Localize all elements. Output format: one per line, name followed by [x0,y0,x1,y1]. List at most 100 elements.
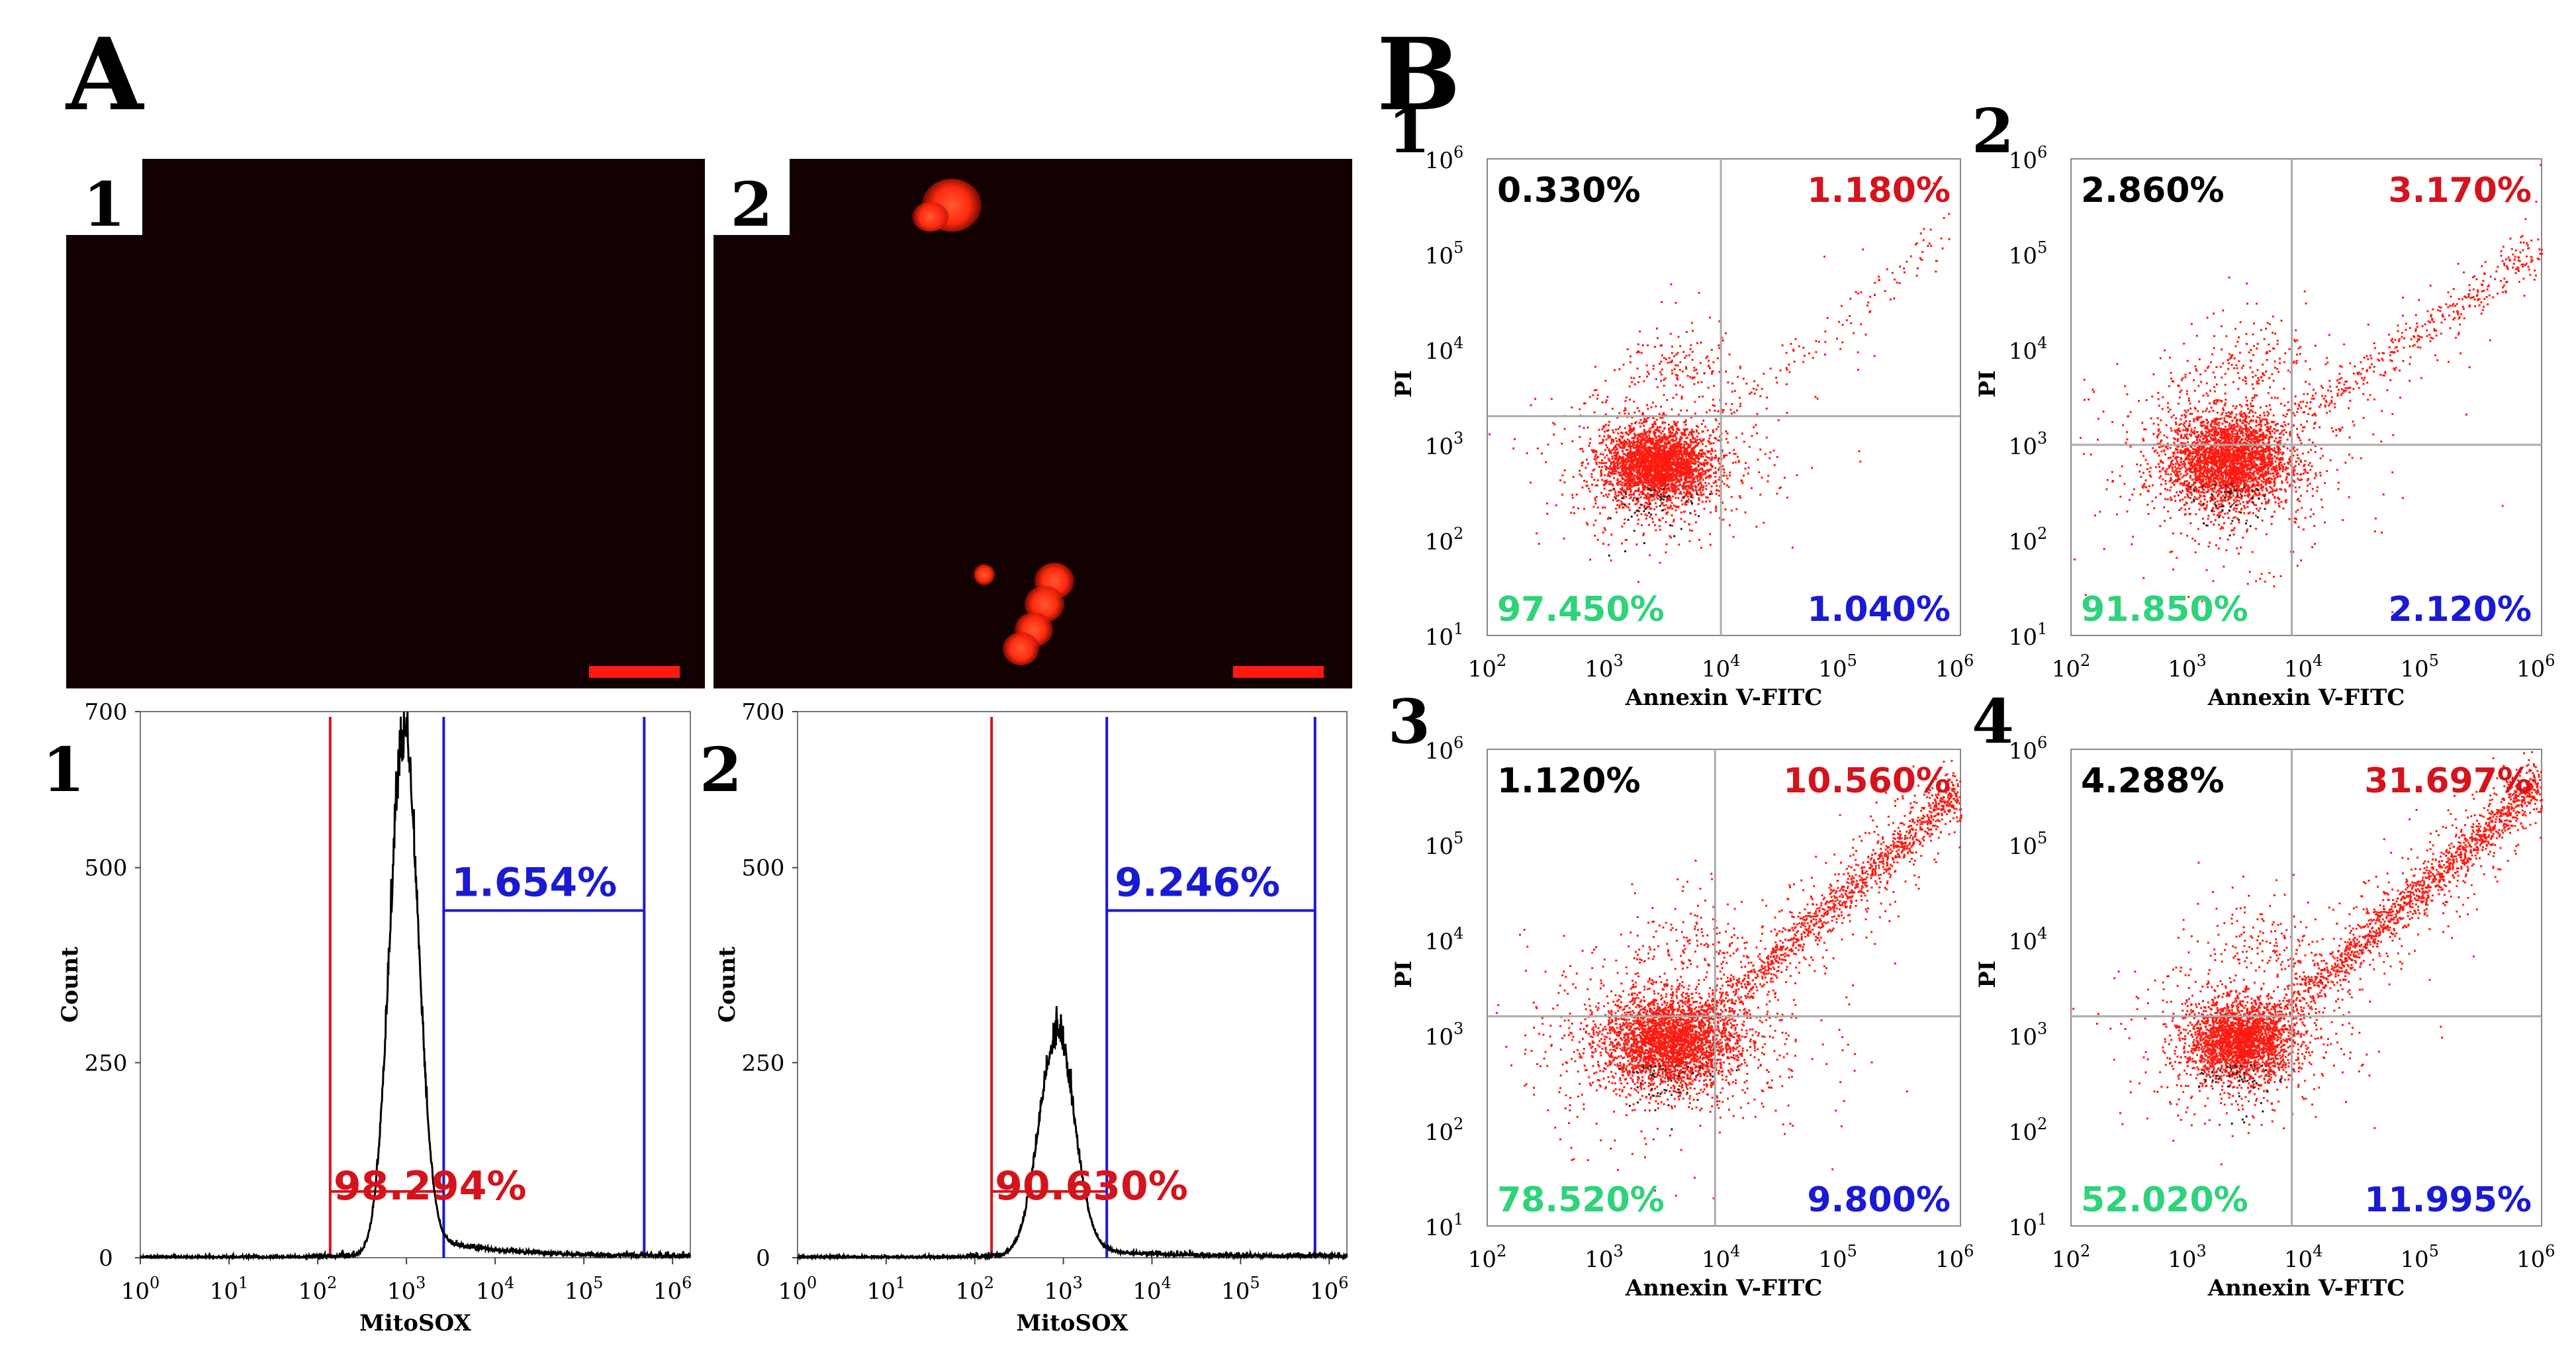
x-tick-label: 105 [1221,1274,1260,1305]
quadrant-lower-left: 97.450% [1497,590,1665,630]
x-axis-label: Annexin V-FITC [2207,1275,2405,1301]
quadrant-lower-left: 91.850% [2081,590,2248,630]
microscopy-label-1: 1 [66,159,142,235]
x-tick-label: 102 [1468,1242,1507,1273]
quadrant-upper-left: 2.860% [2081,171,2225,211]
x-tick-label: 105 [1818,651,1857,682]
x-tick-label: 102 [2052,1242,2091,1273]
cell-blob [1003,632,1039,665]
y-tick-label: 105 [2009,238,2048,269]
cell-blob [974,564,995,585]
x-tick-label: 106 [1310,1274,1349,1305]
y-axis-label: PI [1391,370,1417,397]
panel-letter-b: B [1377,17,1461,133]
y-tick-label: 105 [1425,238,1464,269]
x-tick-label: 106 [2516,651,2555,682]
y-tick-label: 250 [85,1050,128,1076]
plot-frame [140,711,691,1258]
y-tick-label: 500 [85,855,128,882]
microscopy-image-1: 1 [66,159,705,688]
x-tick-label: 100 [121,1274,160,1305]
y-tick-label: 102 [2009,1115,2048,1146]
x-tick-label: 103 [1585,651,1624,682]
x-tick-label: 105 [2400,1242,2439,1273]
y-tick-label: 106 [2009,733,2048,765]
x-tick-label: 103 [2168,651,2207,682]
flow-plot-label: 3 [1388,686,1430,757]
x-axis-label: Annexin V-FITC [2207,684,2405,711]
plot-frame [2070,158,2542,636]
y-axis-label: PI [1391,961,1417,988]
quadrant-upper-left: 1.120% [1497,761,1641,801]
y-axis-label: Count [714,947,741,1023]
quadrant-upper-right: 31.697% [2364,761,2532,801]
plot-frame [797,711,1348,1258]
x-axis-label: Annexin V-FITC [1625,1275,1823,1301]
y-tick-label: 105 [2009,829,2048,860]
gate-red-label: 98.294% [334,1163,527,1209]
scale-bar-2 [1233,666,1324,678]
histogram-trace [139,711,692,1262]
microscopy-image-2: 2 [713,159,1352,688]
x-tick-label: 100 [778,1274,817,1305]
y-tick-label: 250 [742,1050,785,1076]
x-tick-label: 104 [476,1274,515,1305]
y-tick-label: 104 [1425,924,1464,955]
quadrant-lower-right: 9.800% [1807,1180,1951,1220]
x-tick-label: 103 [2168,1242,2207,1273]
y-tick-label: 106 [1425,733,1464,765]
histogram-1: 0 250 500 700 MitoSOX Count 1 1.654% 98.294% [42,699,692,1336]
y-tick-label: 102 [1425,524,1464,555]
y-tick-label: 103 [2009,1019,2048,1051]
y-tick-label: 102 [2009,524,2048,555]
scatter-dots [2074,164,2544,614]
x-axis-label: MitoSOX [1017,1310,1129,1336]
x-axis-label: MitoSOX [359,1310,472,1336]
x-tick-label: 104 [2284,1242,2323,1273]
quadrant-upper-right: 1.180% [1807,171,1951,211]
y-tick-label: 106 [1425,143,1464,174]
y-tick-label: 104 [1425,334,1464,365]
x-tick-label: 101 [210,1274,249,1305]
y-tick-label: 106 [2009,143,2048,174]
y-tick-label: 700 [85,699,128,726]
x-axis-label: Annexin V-FITC [1625,684,1823,711]
x-tick-label: 103 [387,1274,426,1305]
y-tick-label: 102 [1425,1115,1464,1146]
y-tick-label: 0 [756,1245,770,1272]
quadrant-lower-right: 1.040% [1807,590,1951,630]
y-tick-label: 101 [1425,1210,1464,1241]
x-tick-label: 105 [2400,651,2439,682]
histogram-label: 2 [700,734,742,806]
quadrant-lower-left: 78.520% [1497,1180,1665,1220]
y-tick-label: 104 [2009,924,2048,955]
y-axis-label: PI [1974,370,2001,397]
scatter-dots [1495,759,1962,1199]
scatter-dots [1489,182,1951,583]
x-tick-label: 105 [565,1274,604,1305]
x-tick-label: 104 [1702,1242,1741,1273]
x-tick-label: 102 [2052,651,2091,682]
flow-plot-label: 4 [1972,686,2014,757]
y-tick-label: 103 [1425,429,1464,460]
cell-blob [912,202,948,232]
x-tick-label: 106 [653,1274,692,1305]
quadrant-upper-left: 4.288% [2081,761,2225,801]
y-tick-label: 104 [2009,334,2048,365]
gate-blue-label: 9.246% [1115,860,1280,906]
y-tick-label: 700 [742,699,785,726]
plot-frame [1487,749,1961,1227]
microscopy-label-2: 2 [713,159,790,235]
histogram-trace [797,1006,1348,1262]
y-tick-label: 0 [99,1245,113,1272]
x-tick-label: 104 [1702,651,1741,682]
flow-plot-3: Annexin V-FITC PI 3 1.120% 10.560% 78.520% 9.8… [1388,686,1962,1301]
scatter-dots [2072,751,2544,1166]
y-tick-label: 103 [1425,1019,1464,1051]
flow-plot-label: 1 [1388,95,1430,167]
x-tick-label: 102 [299,1274,338,1305]
quadrant-lower-left: 52.020% [2081,1180,2248,1220]
gate-blue-label: 1.654% [451,860,617,906]
quadrant-lower-right: 11.995% [2364,1180,2532,1220]
quadrant-upper-right: 10.560% [1783,761,1951,801]
